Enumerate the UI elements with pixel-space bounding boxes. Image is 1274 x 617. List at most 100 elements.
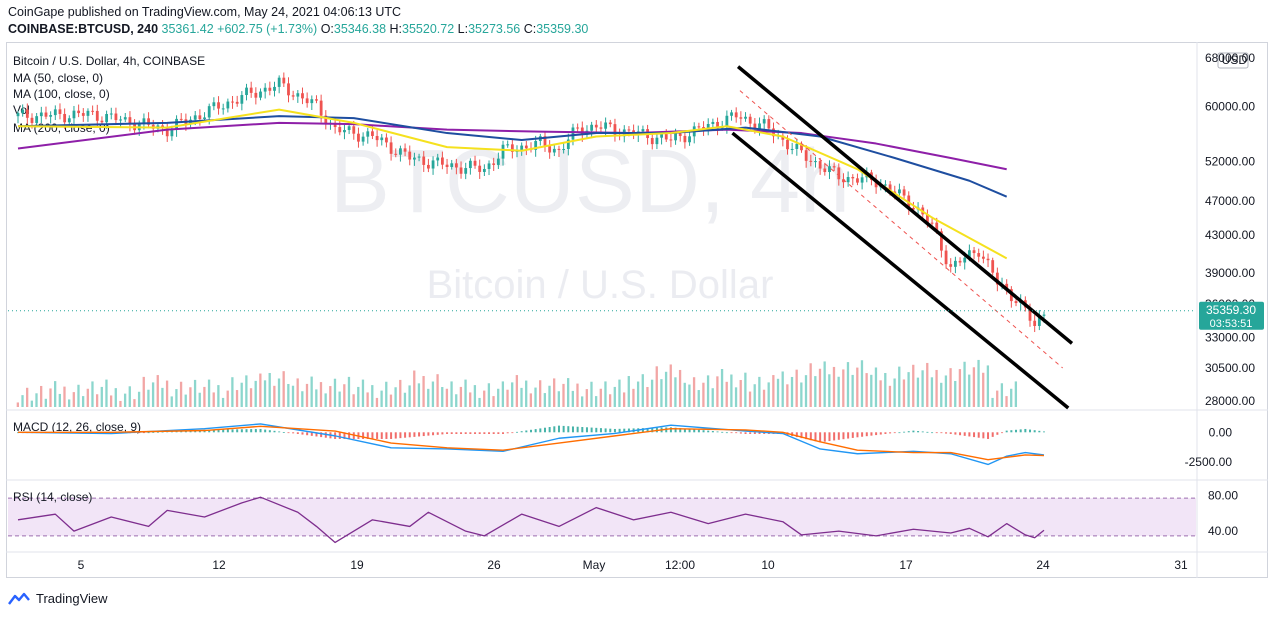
rsi-line (17, 496, 1045, 544)
volume-bar (725, 381, 728, 407)
macd-hist-bar (674, 427, 677, 433)
symbol-label[interactable]: COINBASE:BTCUSD, 240 (8, 22, 159, 36)
macd-hist-bar (268, 430, 271, 433)
candle-body (53, 109, 57, 116)
candle-body (678, 133, 682, 136)
candle-body (594, 124, 598, 128)
macd-hist-bar (753, 432, 756, 434)
volume-bar (930, 377, 934, 407)
candle-body (105, 114, 109, 123)
macd-hist-bar (991, 432, 994, 437)
volume-bar (702, 382, 705, 407)
candle-body (333, 122, 337, 128)
volume-bar (431, 381, 435, 407)
candle-body (874, 179, 878, 188)
time-axis-tick: May (583, 558, 606, 572)
footer-brand[interactable]: TradingView (8, 591, 108, 606)
candle-body (95, 110, 99, 121)
volume-bar (455, 394, 458, 407)
volume-bar (128, 386, 131, 407)
macd-hist-bar (348, 432, 351, 439)
volume-bar (459, 386, 463, 407)
volume-bar (63, 386, 66, 407)
candle-body (175, 118, 178, 130)
volume-bar (865, 373, 868, 407)
volume-bar (851, 374, 854, 407)
volume-bar (319, 382, 323, 407)
volume-bar (100, 386, 103, 407)
candle-body (926, 214, 929, 223)
volume-bar (333, 378, 337, 407)
macd-hist-bar (735, 432, 738, 434)
candle-body (291, 95, 295, 97)
last-price-badge (1199, 301, 1264, 330)
macd-hist-bar (884, 432, 887, 434)
macd-hist-bar (436, 432, 439, 435)
volume-bar (926, 362, 929, 407)
candle-body (650, 138, 654, 145)
candle-body (217, 102, 220, 109)
volume-bar (249, 388, 253, 407)
candle-body (949, 264, 953, 267)
candle-body (431, 160, 435, 169)
macd-hist-bar (474, 432, 477, 434)
candle-body (464, 168, 468, 174)
candle-body (823, 168, 827, 173)
candle-body (744, 116, 747, 119)
volume-bar (525, 380, 528, 407)
macd-hist-bar (716, 431, 719, 433)
close-value: 35359.30 (536, 22, 589, 36)
candle-body (193, 115, 197, 120)
volume-bar (305, 383, 309, 407)
main-legend-title: Bitcoin / U.S. Dollar, 4h, COINBASE (13, 54, 205, 68)
volume-bar (599, 388, 602, 407)
candle-body (357, 133, 360, 142)
close-label: C: (523, 22, 537, 36)
candle-body (828, 166, 831, 173)
candle-body (389, 142, 393, 154)
candle-body (655, 137, 659, 145)
macd-hist-bar (511, 432, 514, 434)
candle-body (147, 118, 150, 125)
time-axis-tick: 24 (1036, 558, 1050, 572)
macd-hist-bar (525, 430, 528, 433)
volume-bar (590, 381, 593, 407)
volume-bar (716, 376, 719, 407)
volume-bar (35, 393, 38, 407)
candle-body (562, 149, 566, 151)
volume-bar (114, 388, 117, 407)
candle-body (716, 121, 719, 129)
volume-bar (483, 390, 486, 407)
candle-body (385, 137, 388, 143)
macd-hist-bar (907, 431, 910, 433)
candle-body (608, 122, 612, 125)
macd-hist-bar (236, 429, 239, 433)
volume-bar (105, 379, 108, 407)
volume-bar (567, 378, 570, 407)
macd-hist-bar (548, 427, 551, 433)
macd-hist-bar (152, 432, 155, 433)
candle-body (837, 167, 841, 180)
volume-bar (399, 379, 402, 407)
macd-hist-bar (763, 432, 766, 434)
candle-body (91, 110, 95, 112)
volume-bar (968, 374, 971, 407)
volume-bar (632, 388, 635, 407)
volume-bar (898, 366, 901, 407)
volume-bar (417, 383, 421, 407)
chart-frame (6, 42, 1268, 578)
candle-body (305, 98, 309, 104)
macd-hist-bar (842, 432, 845, 440)
candle-body (221, 108, 225, 110)
time-axis-tick: 12 (212, 558, 226, 572)
volume-bar (240, 382, 243, 407)
macd-hist-bar (758, 432, 761, 434)
volume-bar (949, 368, 952, 407)
candle-body (730, 112, 733, 116)
candle-body (627, 129, 631, 131)
macd-hist-bar (376, 432, 379, 439)
candle-body (496, 158, 500, 165)
candle-body (77, 110, 81, 114)
candle-body (81, 113, 85, 116)
